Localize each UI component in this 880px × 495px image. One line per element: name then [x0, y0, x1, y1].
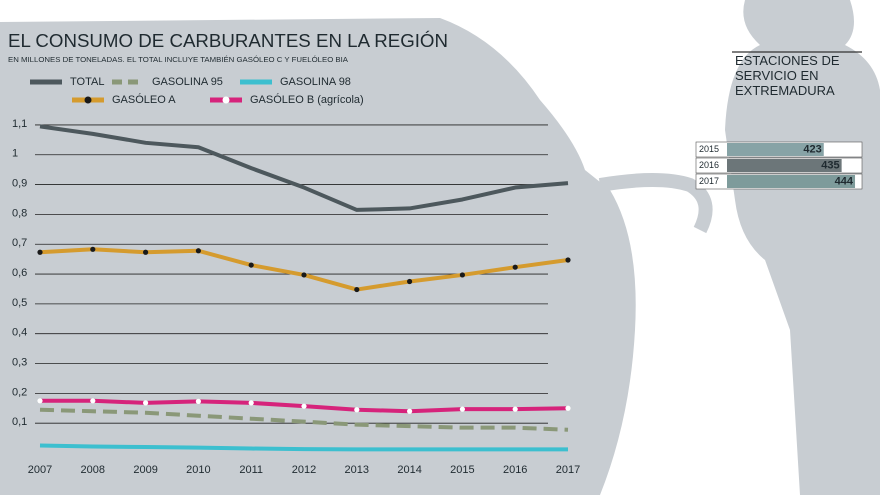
point	[565, 405, 571, 411]
y-tick-label: 0,9	[12, 177, 27, 189]
legend-label: GASÓLEO B (agrícola)	[250, 93, 364, 106]
point	[248, 262, 254, 268]
x-tick-label: 2015	[450, 464, 474, 476]
y-tick-label: 0,4	[12, 327, 27, 339]
y-tick-label: 0,6	[12, 267, 27, 279]
point	[301, 272, 307, 278]
point	[407, 278, 413, 285]
point	[248, 400, 254, 406]
y-tick-label: 0,1	[12, 416, 27, 428]
y-tick-label: 0,7	[12, 237, 27, 249]
point	[565, 257, 571, 263]
y-tick-label: 0,2	[12, 386, 27, 398]
person-silhouette	[725, 0, 880, 495]
point	[195, 398, 201, 405]
station-title-box: ESTACIONES DE SERVICIO EN EXTREMADURA	[735, 53, 840, 98]
car-silhouette	[0, 18, 636, 495]
bar-category: 2017	[699, 176, 719, 186]
point	[512, 264, 518, 270]
x-tick-label: 2014	[397, 464, 421, 476]
series-line	[39, 124, 569, 212]
bar-category: 2015	[699, 144, 719, 154]
point	[512, 406, 518, 412]
pump-hose	[598, 173, 713, 234]
y-tick-label: 0,5	[12, 297, 27, 309]
bar-value: 423	[803, 143, 821, 155]
series-line	[39, 443, 568, 452]
x-tick-label: 2011	[239, 464, 263, 476]
x-tick-label: 2016	[503, 464, 527, 476]
y-tick-label: 0,3	[12, 356, 27, 368]
legend-label: TOTAL	[70, 76, 104, 88]
point	[354, 407, 360, 413]
point	[195, 248, 201, 254]
bar	[727, 143, 824, 156]
point	[143, 400, 149, 406]
x-tick-label: 2013	[345, 464, 369, 476]
point	[354, 286, 360, 293]
legend-label: GASOLINA 95	[152, 76, 223, 88]
bar-category: 2016	[699, 160, 719, 170]
legend-marker	[222, 96, 230, 104]
y-tick-label: 1	[12, 148, 18, 160]
x-tick-label: 2010	[186, 464, 210, 476]
chart-title: EL CONSUMO DE CARBURANTES EN LA REGIÓN	[8, 30, 448, 51]
bar-value: 435	[821, 159, 839, 171]
x-tick-label: 2017	[556, 464, 580, 476]
chart-subtitle: EN MILLONES DE TONELADAS. EL TOTAL INCLU…	[8, 55, 348, 64]
series-line	[39, 407, 569, 432]
legend-label: GASÓLEO A	[112, 93, 176, 106]
station-title: ESTACIONES DE SERVICIO EN EXTREMADURA	[735, 53, 840, 98]
legend-label: GASOLINA 98	[280, 76, 351, 88]
point	[301, 403, 307, 409]
point	[37, 249, 43, 255]
point	[459, 406, 465, 412]
x-tick-label: 2012	[292, 464, 316, 476]
x-tick-label: 2009	[133, 464, 157, 476]
y-tick-label: 1,1	[12, 118, 27, 130]
bar	[727, 175, 856, 188]
y-tick-label: 0,8	[12, 207, 27, 219]
point	[407, 408, 413, 414]
point	[90, 398, 96, 404]
bar	[727, 159, 842, 172]
point	[143, 249, 149, 255]
x-tick-label: 2007	[28, 464, 52, 476]
x-tick-label: 2008	[81, 464, 105, 476]
point	[459, 272, 465, 278]
point	[90, 246, 96, 252]
point	[37, 398, 43, 404]
bar-value: 444	[835, 175, 854, 187]
legend-marker	[84, 96, 92, 104]
